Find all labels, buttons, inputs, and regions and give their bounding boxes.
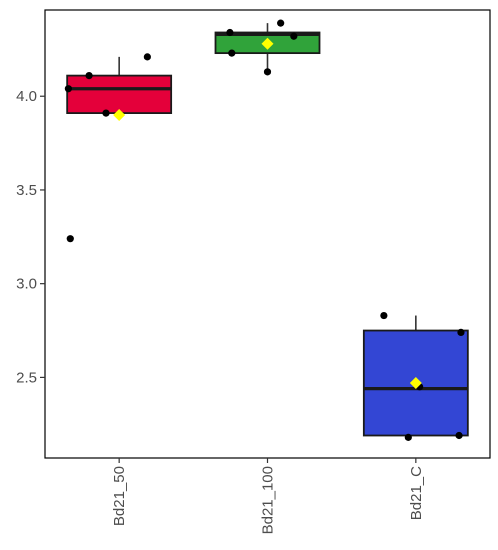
- mean-marker: [113, 108, 126, 121]
- data-point: [455, 431, 463, 440]
- data-point: [66, 235, 74, 243]
- mean-marker: [409, 377, 422, 390]
- data-point: [404, 433, 412, 441]
- box-Bd21_50: [66, 74, 173, 114]
- data-point: [102, 109, 110, 117]
- data-point: [263, 68, 272, 76]
- data-point: [226, 28, 234, 37]
- y-tick-label: 4.0: [16, 88, 37, 105]
- x-tick-label: Bd21_C: [408, 466, 425, 520]
- x-tick-label: Bd21_50: [111, 466, 128, 526]
- y-tick-label: 2.5: [16, 369, 37, 386]
- data-point: [380, 311, 388, 320]
- x-tick-label: Bd21_100: [260, 466, 277, 534]
- data-point: [85, 72, 93, 80]
- plot-area: [64, 19, 469, 441]
- box-group-Bd21_C: [362, 311, 469, 441]
- data-point: [64, 85, 73, 93]
- data-point: [277, 19, 285, 27]
- y-axis: 2.5 3.0 3.5 4.0: [16, 88, 45, 386]
- y-tick-label: 3.5: [16, 182, 37, 199]
- box-group-Bd21_50: [64, 53, 173, 243]
- x-axis: Bd21_50 Bd21_100 Bd21_C: [111, 458, 425, 534]
- mean-marker: [261, 37, 274, 50]
- data-point: [290, 32, 298, 40]
- data-point: [457, 328, 465, 337]
- box-group-Bd21_100: [214, 19, 321, 76]
- data-point: [143, 53, 151, 61]
- data-point: [228, 49, 236, 57]
- y-tick-label: 3.0: [16, 276, 37, 293]
